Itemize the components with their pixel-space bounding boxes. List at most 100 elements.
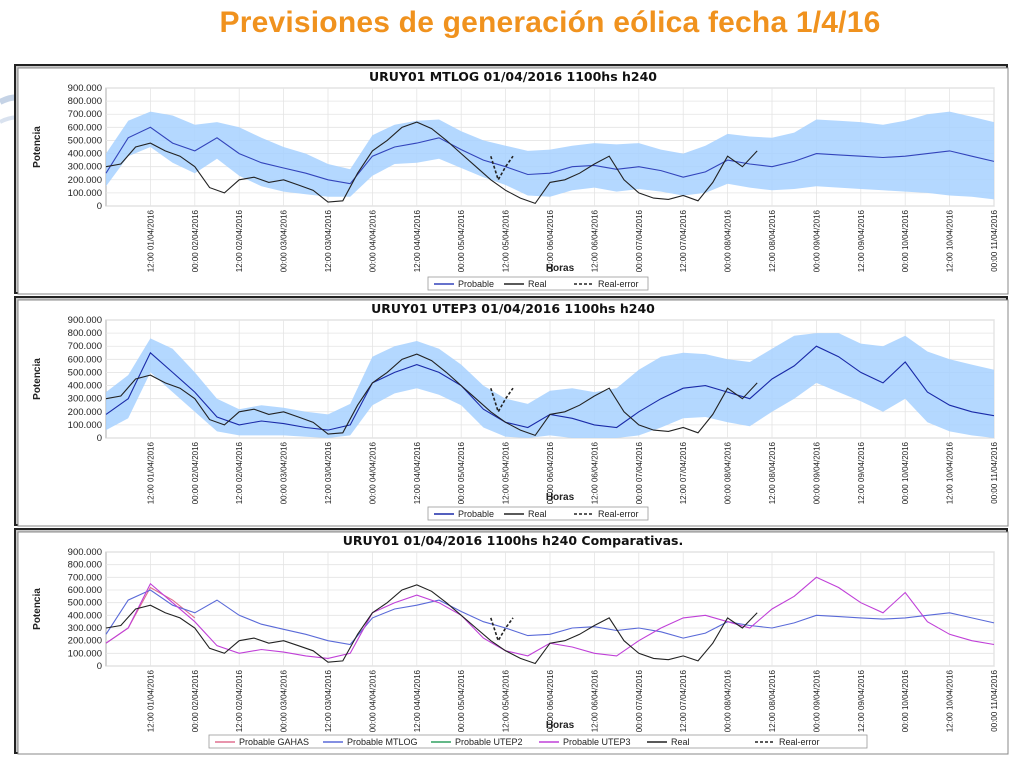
legend-item-label: Probable UTEP2: [455, 737, 523, 747]
y-tick-label: 100.000: [68, 420, 102, 431]
legend-item-label: Real: [671, 737, 690, 747]
x-tick-label: 12:00 06/04/2016: [590, 209, 599, 272]
x-tick-label: 00:00 02/04/2016: [191, 441, 200, 504]
series-line-probable-mtlog: [105, 589, 995, 646]
x-tick-label: 00:00 04/04/2016: [368, 209, 377, 272]
x-tick-label: 12:00 10/04/2016: [946, 441, 955, 504]
y-tick-label: 400.000: [68, 381, 102, 392]
x-tick-label: 00:00 10/04/2016: [901, 441, 910, 504]
x-tick-label: 12:00 06/04/2016: [590, 441, 599, 504]
y-tick-label: 200.000: [68, 175, 102, 186]
y-tick-label: 900.000: [68, 83, 102, 94]
y-tick-label: 300.000: [68, 623, 102, 634]
x-tick-label: 12:00 10/04/2016: [946, 209, 955, 272]
x-tick-label: 00:00 07/04/2016: [635, 209, 644, 272]
y-axis-label: Potencia: [32, 358, 43, 400]
x-tick-label: 12:00 10/04/2016: [946, 669, 955, 732]
x-tick-label: 00:00 11/04/2016: [990, 441, 999, 503]
x-tick-label: 12:00 09/04/2016: [857, 209, 866, 272]
legend-item-label: Probable: [458, 279, 494, 289]
x-axis-label: Horas: [546, 263, 575, 274]
y-tick-label: 0: [97, 433, 102, 444]
legend-item-label: Real: [528, 509, 547, 519]
x-tick-label: 12:00 05/04/2016: [502, 441, 511, 504]
y-tick-label: 300.000: [68, 162, 102, 173]
legend-item-label: Real: [528, 279, 547, 289]
chart-title: URUY01 MTLOG 01/04/2016 1100hs h240: [369, 69, 657, 84]
x-tick-label: 12:00 03/04/2016: [324, 441, 333, 504]
series-line-real-error: [490, 155, 514, 182]
series-line-real: [105, 353, 758, 437]
legend-item-label: Real-error: [598, 509, 639, 519]
slide-title: Previsiones de generación eólica fecha 1…: [219, 6, 881, 39]
legend-item-label: Probable: [458, 509, 494, 519]
legend-item-label: Real-error: [598, 279, 639, 289]
y-tick-label: 100.000: [68, 648, 102, 659]
y-tick-label: 700.000: [68, 109, 102, 120]
x-tick-label: 00:00 03/04/2016: [280, 209, 289, 272]
x-tick-label: 00:00 08/04/2016: [724, 669, 733, 732]
x-tick-label: 12:00 01/04/2016: [146, 669, 155, 732]
x-tick-label: 00:00 02/04/2016: [191, 209, 200, 272]
x-tick-label: 00:00 07/04/2016: [635, 669, 644, 732]
x-tick-label: 12:00 01/04/2016: [146, 441, 155, 504]
x-tick-label: 12:00 09/04/2016: [857, 441, 866, 504]
y-tick-label: 500.000: [68, 135, 102, 146]
x-tick-label: 12:00 09/04/2016: [857, 669, 866, 732]
x-axis-label: Horas: [546, 720, 575, 731]
x-tick-label: 00:00 03/04/2016: [280, 669, 289, 732]
series-line-real-error: [490, 617, 514, 643]
x-tick-label: 00:00 08/04/2016: [724, 209, 733, 272]
y-axis-label: Potencia: [32, 126, 43, 168]
y-tick-label: 0: [97, 661, 102, 672]
y-tick-label: 800.000: [68, 328, 102, 339]
x-tick-label: 00:00 02/04/2016: [191, 669, 200, 732]
x-tick-label: 00:00 05/04/2016: [457, 209, 466, 272]
chart-title: URUY01 01/04/2016 1100hs h240 Comparativ…: [343, 533, 683, 548]
chart-panel-utep3: URUY01 UTEP3 01/04/2016 1100hs h240 900.0…: [14, 296, 1009, 527]
y-tick-label: 300.000: [68, 394, 102, 405]
y-tick-label: 800.000: [68, 96, 102, 107]
x-tick-label: 00:00 10/04/2016: [901, 209, 910, 272]
chart-title: URUY01 UTEP3 01/04/2016 1100hs h240: [371, 301, 655, 316]
y-tick-label: 200.000: [68, 636, 102, 647]
series-line-real: [105, 121, 758, 205]
x-tick-label: 12:00 04/04/2016: [413, 209, 422, 272]
x-tick-label: 00:00 09/04/2016: [812, 669, 821, 732]
y-tick-label: 900.000: [68, 547, 102, 558]
legend-item-label: Probable MTLOG: [347, 737, 418, 747]
x-tick-label: 12:00 07/04/2016: [679, 441, 688, 504]
series-band-probable: [106, 333, 994, 438]
chart-panel-comparativas: URUY01 01/04/2016 1100hs h240 Comparativ…: [14, 528, 1009, 755]
y-tick-label: 600.000: [68, 354, 102, 365]
y-tick-label: 600.000: [68, 585, 102, 596]
x-tick-label: 12:00 05/04/2016: [502, 209, 511, 272]
x-tick-label: 12:00 02/04/2016: [235, 441, 244, 504]
chart-panel-mtlog: URUY01 MTLOG 01/04/2016 1100hs h240 900.0…: [14, 64, 1009, 295]
y-axis-label: Potencia: [32, 588, 43, 630]
x-tick-label: 12:00 08/04/2016: [768, 441, 777, 504]
chart-utep3: URUY01 UTEP3 01/04/2016 1100hs h240 900.0…: [17, 299, 1009, 527]
y-tick-label: 500.000: [68, 367, 102, 378]
x-tick-label: 00:00 05/04/2016: [457, 669, 466, 732]
x-tick-label: 12:00 08/04/2016: [768, 209, 777, 272]
y-tick-label: 900.000: [68, 315, 102, 326]
x-tick-label: 12:00 07/04/2016: [679, 669, 688, 732]
x-tick-label: 12:00 02/04/2016: [235, 669, 244, 732]
legend-item-label: Real-error: [779, 737, 820, 747]
x-tick-label: 00:00 11/04/2016: [990, 669, 999, 731]
x-tick-label: 00:00 07/04/2016: [635, 441, 644, 504]
x-tick-label: 12:00 04/04/2016: [413, 441, 422, 504]
chart-comparativas: URUY01 01/04/2016 1100hs h240 Comparativ…: [17, 531, 1009, 755]
x-tick-label: 00:00 09/04/2016: [812, 441, 821, 504]
x-tick-label: 12:00 08/04/2016: [768, 669, 777, 732]
series-line-probable: [105, 126, 995, 185]
y-tick-label: 0: [97, 201, 102, 212]
y-tick-label: 600.000: [68, 122, 102, 133]
y-tick-label: 700.000: [68, 572, 102, 583]
x-tick-label: 00:00 06/04/2016: [546, 669, 555, 732]
series-line-real: [105, 584, 758, 665]
y-tick-label: 700.000: [68, 341, 102, 352]
x-tick-label: 00:00 06/04/2016: [546, 441, 555, 504]
legend-box: [427, 276, 649, 291]
